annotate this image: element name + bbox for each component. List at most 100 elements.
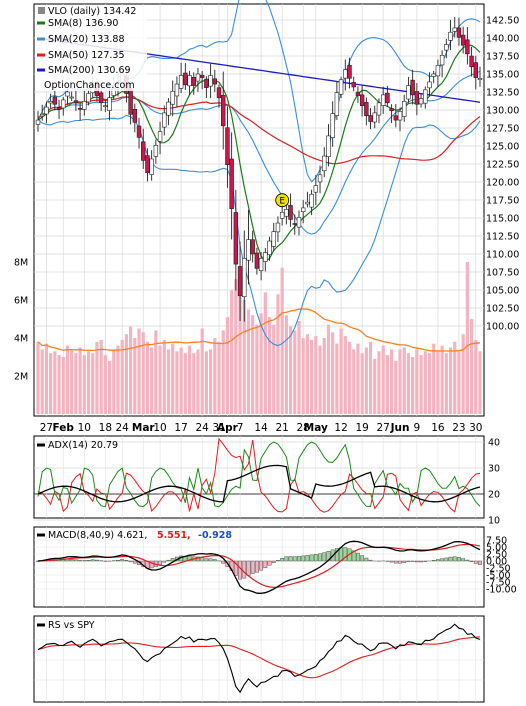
candle-body (380, 94, 386, 106)
date-tick-label: 18 (99, 422, 112, 434)
macd-hist-bar (78, 560, 82, 562)
candle-body (77, 107, 83, 110)
candle-body (465, 39, 470, 55)
macd-hist-bar (389, 560, 394, 563)
volume-bar (406, 353, 411, 414)
date-tick-label: Jun (390, 422, 410, 434)
adx-tick-label: 40 (488, 438, 500, 449)
volume-bar (402, 347, 406, 414)
candle-body (418, 98, 424, 105)
volume-bar (478, 351, 482, 414)
date-tick-label: 21 (275, 422, 288, 434)
volume-bar (347, 341, 352, 414)
candle-body (338, 79, 344, 95)
volume-bar (259, 313, 263, 414)
volume-bar (187, 345, 192, 414)
volume-bar (213, 338, 217, 414)
candle-body (368, 115, 373, 122)
candle-body (322, 155, 327, 172)
candle-body (208, 75, 213, 87)
candle-body (52, 96, 58, 105)
candle-body (149, 158, 154, 175)
legend-swatch-price (38, 7, 45, 14)
volume-tick-label: 8M (14, 258, 28, 269)
price-tick-label: 137.50 (486, 52, 519, 63)
candle-body (174, 83, 180, 97)
candle-body (456, 27, 462, 38)
volume-axis-labels: 8M 6M 4M 2M (14, 258, 28, 383)
macd-signal-value: 5.551, (157, 530, 191, 541)
volume-bar (440, 345, 444, 414)
candle-body (452, 27, 457, 32)
di-minus-line (37, 437, 481, 513)
candle-body (225, 127, 230, 166)
candle-body (347, 65, 352, 79)
volume-bar (82, 355, 86, 414)
price-tick-label: 105.00 (486, 286, 519, 297)
adx-line (37, 464, 481, 503)
candle-body (376, 102, 382, 116)
macd-hist-bar (297, 556, 301, 562)
volume-bar (398, 349, 402, 414)
macd-hist-bar (95, 559, 99, 562)
macd-hist-bar (364, 557, 369, 562)
volume-bar (238, 273, 242, 414)
candle-body (40, 114, 45, 117)
volume-bar (91, 353, 95, 414)
candle-body (355, 91, 361, 96)
candle-body (271, 231, 276, 247)
candle-body (204, 78, 209, 88)
macd-hist-bar (132, 560, 137, 564)
price-tick-label: 120.00 (486, 178, 519, 189)
volume-bar (53, 351, 57, 414)
candle-body (65, 91, 70, 97)
volume-bar (217, 341, 221, 414)
rs-grid (34, 616, 484, 702)
volume-bar (36, 341, 40, 414)
macd-hist-bar (334, 548, 339, 562)
volume-bar (368, 341, 373, 414)
macd-hist-bar (309, 554, 314, 562)
candle-body (246, 239, 251, 261)
volume-bar (200, 328, 204, 414)
date-tick-label: 16 (431, 422, 445, 434)
macd-hist-bar (124, 560, 129, 562)
macd-hist-bar (187, 555, 192, 562)
candle-body (288, 205, 293, 220)
macd-hist-bar (414, 560, 419, 563)
macd-line (37, 540, 481, 594)
candle-body (162, 112, 167, 128)
price-tick-label: 132.50 (486, 88, 519, 99)
volume-bar (305, 334, 310, 414)
volume-bar (158, 345, 162, 414)
volume-bar (116, 345, 120, 414)
volume-bar (61, 357, 65, 414)
macd-hist-bar (86, 560, 91, 562)
candle-body (326, 135, 331, 157)
candle-body (431, 73, 436, 77)
rs-panel-frame (33, 615, 485, 703)
volume-bar (65, 345, 70, 414)
volume-bar (263, 292, 267, 414)
volume-bar (40, 349, 44, 414)
volume-bar (314, 336, 318, 414)
macd-hist-bar (301, 555, 306, 562)
rs-line (37, 623, 481, 694)
candle-body (69, 96, 74, 99)
macd-tick-label: 2.50 (486, 550, 507, 561)
candle-body (397, 111, 403, 121)
date-tick-label: May (304, 422, 328, 434)
macd-hist-bar (116, 559, 120, 562)
volume-bar (74, 353, 78, 414)
volume-bar (432, 343, 436, 414)
macd-label: MACD(8,40,9) 4.621, (48, 530, 147, 541)
volume-bar (411, 357, 415, 414)
macd-tick-label: -10.00 (486, 585, 517, 596)
volume-bar (49, 353, 53, 414)
date-tick-label: 17 (174, 422, 187, 434)
macd-hist-bar (356, 552, 360, 562)
rs-panel: RS vs SPY (33, 615, 485, 703)
macd-tick-label: -7.50 (486, 578, 511, 589)
volume-bar (208, 349, 213, 414)
